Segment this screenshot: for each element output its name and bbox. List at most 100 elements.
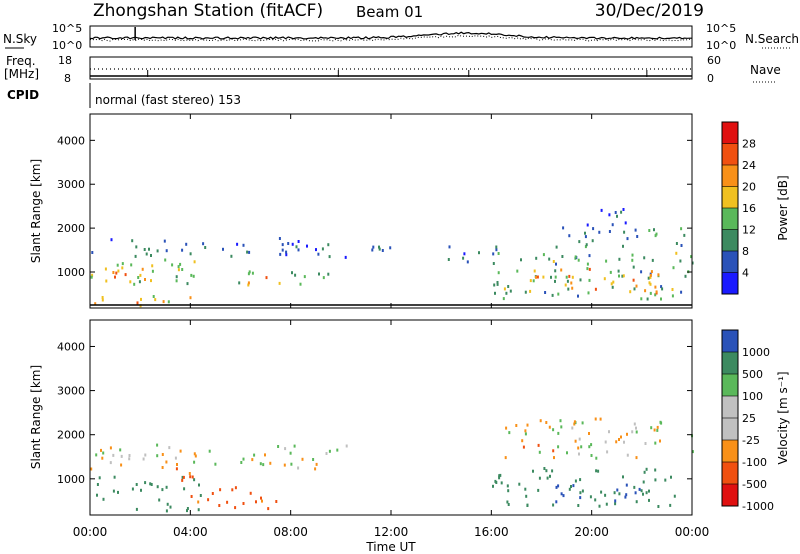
heatmap-cell (124, 273, 127, 277)
colorbar-swatch (722, 186, 738, 208)
heatmap-cell (644, 289, 647, 293)
heatmap-cell (261, 499, 263, 503)
heatmap-cell (193, 460, 196, 464)
heatmap-cell (498, 476, 501, 480)
heatmap-cell (585, 243, 588, 247)
heatmap-cell (680, 290, 683, 294)
heatmap-cell (234, 506, 237, 510)
heatmap-cell (260, 496, 262, 500)
heatmap-cell (294, 273, 297, 277)
heatmap-cell (620, 210, 623, 214)
heatmap-cell (186, 507, 189, 510)
colorbar-swatch (722, 462, 738, 484)
heatmap-cell (198, 483, 200, 487)
heatmap-cell (656, 425, 659, 429)
heatmap-cell (590, 443, 593, 447)
heatmap-cell (643, 256, 646, 260)
heatmap-cell (608, 430, 610, 434)
heatmap-cell (599, 417, 602, 421)
heatmap-cell (91, 251, 94, 254)
heatmap-cell (635, 500, 638, 504)
heatmap-cell (503, 287, 506, 291)
colorbar-tick-label: 1000 (742, 346, 770, 359)
heatmap-cell (629, 290, 632, 294)
power-heatmap (90, 208, 694, 308)
heatmap-cell (654, 234, 657, 238)
heatmap-cell (117, 269, 120, 273)
xtick-label: 00:00 (675, 525, 710, 539)
heatmap-cell (567, 287, 570, 291)
heatmap-cell (594, 417, 597, 421)
colorbar-swatch (722, 165, 738, 187)
heatmap-cell (578, 437, 581, 441)
heatmap-cell (545, 421, 548, 424)
heatmap-cell (448, 245, 451, 249)
heatmap-cell (109, 446, 112, 450)
heatmap-cell (570, 281, 573, 285)
noise-tick-right-low: 10^0 (706, 39, 736, 52)
heatmap-cell (214, 462, 217, 466)
heatmap-cell (189, 475, 192, 479)
heatmap-cell (136, 301, 139, 305)
heatmap-cell (90, 467, 93, 471)
noise-panel: N.Sky 10^5 10^0 10^5 10^0 N.Search (3, 22, 799, 52)
heatmap-cell (262, 463, 265, 467)
heatmap-cell (181, 268, 184, 271)
heatmap-cell (171, 263, 174, 267)
heatmap-cell (267, 507, 270, 511)
heatmap-cell (654, 441, 657, 445)
heatmap-cell (492, 484, 494, 488)
heatmap-cell (315, 462, 318, 466)
heatmap-cell (265, 276, 268, 280)
ytick-label: 2000 (57, 222, 85, 235)
heatmap-cell (112, 453, 115, 457)
heatmap-cell (509, 289, 512, 293)
heatmap-cell (557, 292, 560, 296)
freq-nave-panel: Freq. [MHz] 18 8 60 0 Nave (4, 54, 781, 85)
heatmap-cell (249, 491, 252, 495)
heatmap-cell (622, 475, 624, 479)
heatmap-cell (144, 278, 146, 281)
heatmap-cell (532, 279, 535, 283)
cpid-value: normal (fast stereo) 153 (95, 93, 241, 107)
heatmap-cell (120, 463, 123, 467)
heatmap-cell (372, 245, 375, 249)
colorbar-swatch (722, 440, 738, 462)
heatmap-cell (588, 254, 591, 258)
heatmap-cell (622, 274, 625, 278)
heatmap-cell (620, 435, 622, 439)
colorbar-tick-label: 20 (742, 181, 756, 194)
heatmap-cell (614, 211, 617, 214)
colorbar-tick-label: -100 (742, 456, 767, 469)
heatmap-cell (609, 270, 612, 274)
colorbar-swatch (722, 396, 738, 418)
ytick-label: 3000 (57, 178, 85, 191)
heatmap-cell (133, 282, 136, 286)
heatmap-cell (525, 494, 528, 498)
heatmap-cell (321, 247, 324, 251)
colorbar-swatch (722, 374, 738, 396)
velocity-panel: 4000 3000 2000 1000 Slant Range [km] (29, 319, 694, 516)
heatmap-cell (604, 440, 607, 444)
heatmap-cell (297, 248, 300, 252)
heatmap-cell (301, 457, 304, 461)
heatmap-cell (289, 451, 292, 455)
heatmap-cell (156, 249, 159, 253)
heatmap-cell (660, 297, 662, 301)
heatmap-cell (633, 422, 636, 426)
heatmap-cell (131, 239, 134, 243)
heatmap-cell (322, 276, 325, 280)
heatmap-cell (240, 461, 243, 464)
heatmap-cell (612, 280, 615, 284)
heatmap-cell (181, 248, 184, 252)
heatmap-cell (618, 257, 621, 261)
heatmap-cell (496, 281, 499, 284)
xaxis-label: Time UT (365, 540, 416, 554)
heatmap-cell (654, 285, 657, 289)
heatmap-cell (247, 281, 250, 285)
heatmap-cell (505, 426, 508, 430)
heatmap-cell (166, 502, 169, 506)
heatmap-cell (573, 422, 576, 426)
heatmap-cell (104, 267, 107, 271)
heatmap-cell (570, 485, 572, 488)
